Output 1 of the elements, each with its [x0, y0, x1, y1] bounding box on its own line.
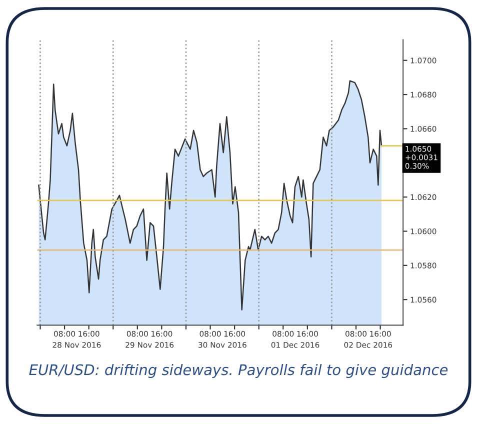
- text: EUR/USD: drifting sideways. Payrolls fail to give guidance: [29, 364, 448, 378]
